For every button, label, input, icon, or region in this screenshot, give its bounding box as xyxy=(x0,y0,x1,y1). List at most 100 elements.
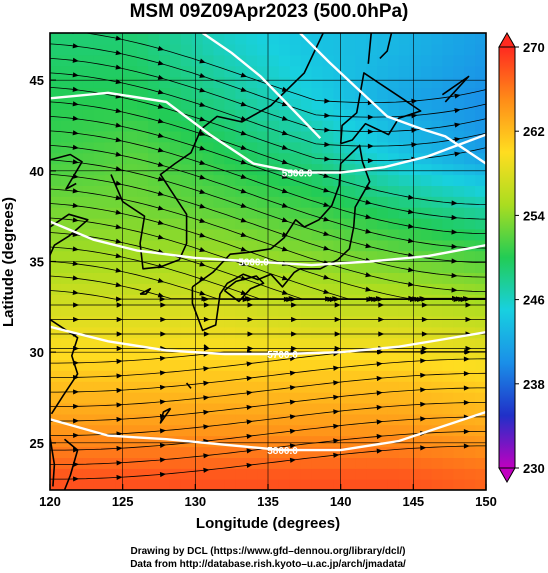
heat-cell xyxy=(377,326,389,339)
heat-cell xyxy=(377,33,389,34)
wind-arrow xyxy=(203,316,210,323)
heat-cell xyxy=(148,196,160,208)
heat-cell xyxy=(289,196,302,208)
heat-cell xyxy=(137,403,149,415)
heat-cell xyxy=(71,130,84,143)
heat-cell xyxy=(387,283,400,295)
heat-cell xyxy=(137,381,149,393)
heat-cell xyxy=(431,196,443,208)
heat-cell xyxy=(60,424,73,437)
heat-cell xyxy=(322,479,334,490)
heat-cell xyxy=(475,87,486,99)
wind-arrow xyxy=(116,373,123,379)
heat-cell xyxy=(169,98,182,110)
wind-arrow xyxy=(281,130,289,136)
heat-cell xyxy=(148,370,160,382)
heat-cell xyxy=(213,207,225,219)
heat-cell xyxy=(224,76,236,88)
heat-cell xyxy=(191,261,204,273)
heat-cell xyxy=(202,43,215,56)
heat-cell xyxy=(377,403,389,415)
heat-cell xyxy=(137,207,149,219)
heat-cell xyxy=(137,65,149,78)
heat-cell xyxy=(50,468,62,480)
heat-cell xyxy=(257,424,269,437)
heat-cell xyxy=(180,76,193,88)
y-tick-label: 25 xyxy=(30,436,44,451)
heat-cell xyxy=(420,185,433,197)
wind-arrow xyxy=(115,267,122,273)
heat-cell xyxy=(278,403,291,415)
heat-cell xyxy=(148,54,160,67)
heat-cell xyxy=(475,54,486,67)
wind-arrow xyxy=(160,316,167,323)
heat-cell xyxy=(322,370,334,382)
heat-cell xyxy=(224,446,236,458)
heat-cell xyxy=(213,76,225,88)
heat-cell xyxy=(464,109,476,121)
heat-cell xyxy=(278,337,291,350)
coastline xyxy=(379,33,393,59)
x-tick-label: 145 xyxy=(402,494,424,509)
wind-arrow xyxy=(115,253,122,259)
heat-cell xyxy=(257,185,269,197)
wind-arrow xyxy=(247,345,254,352)
wind-arrow xyxy=(323,289,330,295)
heat-cell xyxy=(387,348,400,360)
wind-arrow xyxy=(411,127,418,133)
heat-cell xyxy=(366,228,378,241)
heat-cell xyxy=(82,87,95,99)
heat-cell xyxy=(431,413,443,426)
wind-arrow xyxy=(115,195,122,201)
heat-cell xyxy=(442,446,454,458)
heat-cell xyxy=(159,359,171,371)
heat-cell xyxy=(289,315,302,328)
heat-cell xyxy=(377,218,389,230)
heat-cell xyxy=(355,435,367,448)
heat-cell xyxy=(453,207,465,219)
heat-cell xyxy=(71,457,84,469)
wind-arrow xyxy=(240,232,248,237)
heat-cell xyxy=(409,392,422,404)
heat-cell xyxy=(93,185,106,197)
heat-cell xyxy=(137,98,149,110)
heat-cell xyxy=(431,239,443,252)
heat-cell xyxy=(126,413,138,426)
heat-cell xyxy=(355,218,367,230)
heat-cell xyxy=(71,120,84,132)
heat-cell xyxy=(333,305,345,317)
heat-cell xyxy=(257,98,269,110)
heat-cell xyxy=(289,446,302,458)
wind-arrow xyxy=(157,118,165,124)
heat-cell xyxy=(159,294,171,306)
heat-cell xyxy=(202,446,215,458)
heat-cell xyxy=(169,109,182,121)
heat-cell xyxy=(159,283,171,295)
heat-cell xyxy=(115,76,127,88)
wind-arrow xyxy=(452,295,458,301)
heat-cell xyxy=(169,326,182,339)
heat-cell xyxy=(148,250,160,263)
heat-cell xyxy=(115,109,127,121)
heat-cell xyxy=(431,370,443,382)
heat-cell xyxy=(464,33,476,45)
heat-cell xyxy=(246,370,258,382)
wind-arrow xyxy=(157,292,165,298)
wind-arrow xyxy=(421,349,428,355)
wind-arrow xyxy=(159,428,167,434)
heat-cell xyxy=(453,435,465,448)
heat-cell xyxy=(475,435,486,448)
heat-cell xyxy=(104,109,116,121)
heat-cell xyxy=(191,250,204,263)
wind-arrow xyxy=(73,418,80,424)
heat-cell xyxy=(71,315,84,328)
heat-cell xyxy=(453,305,465,317)
heat-cell xyxy=(137,435,149,448)
heat-cell xyxy=(235,468,247,480)
heat-cell xyxy=(398,87,411,99)
heat-cell xyxy=(311,261,324,273)
heat-cell xyxy=(420,468,433,480)
heat-cell xyxy=(366,348,378,360)
heat-cell xyxy=(202,283,215,295)
heat-cell xyxy=(377,413,389,426)
